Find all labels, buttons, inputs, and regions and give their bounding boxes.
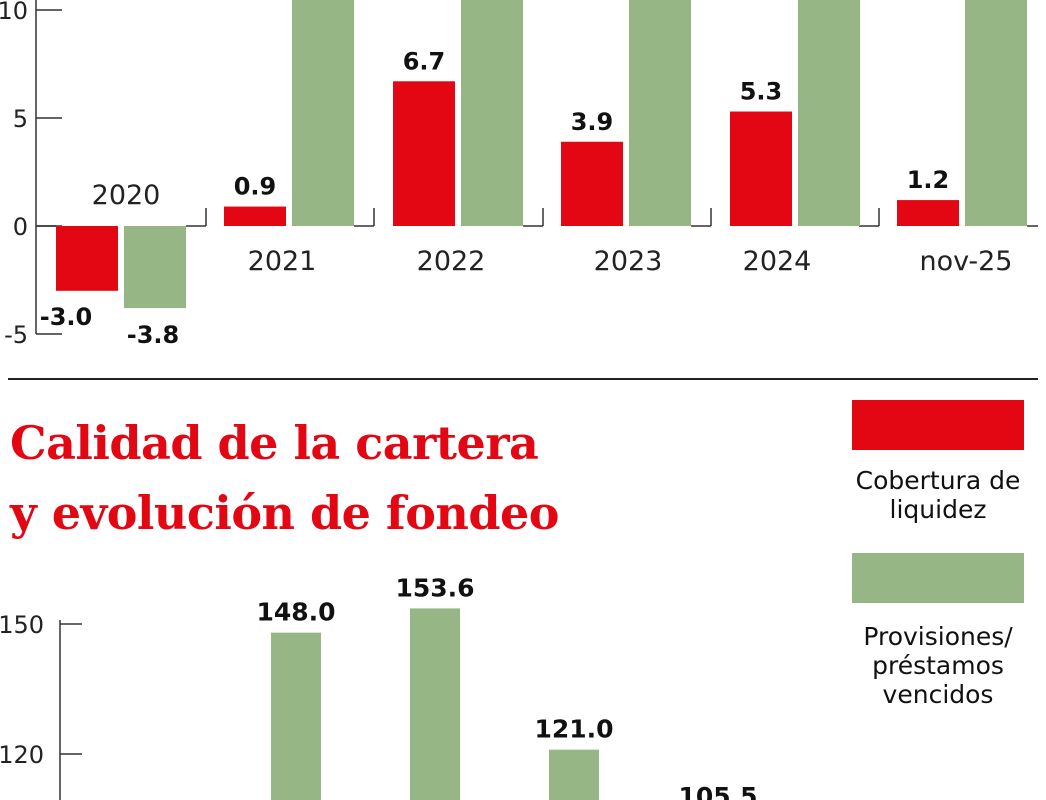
bottom-bar-2 <box>410 608 460 800</box>
label-cobertura-2023: 3.9 <box>571 108 614 136</box>
top-category-labels: 2020 2021 2022 2023 2024 nov-25 <box>92 180 1013 277</box>
top-data-labels: -3.0 -3.8 0.9 6.7 3.9 5.3 1.2 <box>40 47 950 349</box>
bar-provisiones-2020 <box>124 226 186 309</box>
category-label-2021: 2021 <box>248 246 317 277</box>
section-divider <box>8 378 1038 380</box>
top-y-axis: -5 0 5 10 <box>0 0 1038 349</box>
legend-label-provisiones: Provisiones/ préstamos vencidos <box>828 622 1046 709</box>
legend-label-cobertura: Cobertura de liquidez <box>828 466 1046 524</box>
bottom-y-tick-label: 120 <box>0 741 44 769</box>
category-label-2022: 2022 <box>417 246 486 277</box>
bottom-bar-1 <box>271 632 321 800</box>
category-label-2024: 2024 <box>743 246 812 277</box>
bottom-y-tick-label: 150 <box>0 611 44 639</box>
label-cobertura-2024: 5.3 <box>740 78 783 106</box>
chart-title: Calidad de la cartera y evolución de fon… <box>10 408 559 548</box>
label-cobertura-2022: 6.7 <box>403 47 446 75</box>
legend-swatch-cobertura <box>852 400 1024 450</box>
bar-provisiones-nov-25 <box>965 0 1027 226</box>
bar-provisiones-2022 <box>461 0 523 226</box>
category-label-nov-25: nov-25 <box>920 246 1013 277</box>
bottom-bars <box>271 608 599 800</box>
top-y-tick-label: 10 <box>0 0 28 25</box>
category-label-2023: 2023 <box>594 246 663 277</box>
bar-cobertura-nov-25 <box>897 200 959 226</box>
bar-cobertura-2022 <box>393 81 455 226</box>
bottom-data-labels: 148.0 153.6 121.0 105.5 <box>256 573 757 800</box>
legend-label-provisiones-line-2: préstamos <box>872 651 1004 680</box>
label-cobertura-2020: -3.0 <box>40 303 92 331</box>
top-y-tick-label: 5 <box>13 105 28 133</box>
chart-title-line-2: y evolución de fondeo <box>10 486 559 540</box>
top-bars <box>56 0 1027 309</box>
legend-label-cobertura-line-2: liquidez <box>889 495 987 524</box>
legend-label-cobertura-line-1: Cobertura de <box>855 466 1021 495</box>
label-cobertura-2021: 0.9 <box>234 173 277 201</box>
bottom-bar-label-3: 121.0 <box>534 715 613 744</box>
bar-cobertura-2020 <box>56 226 118 291</box>
bottom-bar-label-1: 148.0 <box>256 598 335 627</box>
category-label-2020: 2020 <box>92 180 161 211</box>
chart-title-line-1: Calidad de la cartera <box>10 416 539 470</box>
top-y-tick-label: -5 <box>4 321 28 349</box>
bar-cobertura-2024 <box>730 111 792 226</box>
bottom-bar-label-2: 153.6 <box>395 573 474 602</box>
bar-cobertura-2023 <box>561 141 623 226</box>
bottom-bar-chart: 120 150 148.0 153.6 121.0 105.5 <box>0 573 758 800</box>
label-cobertura-nov-25: 1.2 <box>907 166 950 194</box>
bar-provisiones-2023 <box>629 0 691 226</box>
label-provisiones-2020: -3.8 <box>127 321 179 349</box>
bottom-bar-3 <box>549 749 599 800</box>
bottom-bar-label-4: 105.5 <box>678 782 757 800</box>
legend-label-provisiones-line-3: vencidos <box>882 680 994 709</box>
legend-label-provisiones-line-1: Provisiones/ <box>863 622 1013 651</box>
bottom-y-axis: 120 150 <box>0 611 82 800</box>
legend-swatch-provisiones <box>852 553 1024 603</box>
bar-provisiones-2021 <box>292 0 354 226</box>
top-y-tick-label: 0 <box>13 213 28 241</box>
bar-cobertura-2021 <box>224 206 286 226</box>
bar-provisiones-2024 <box>798 0 860 226</box>
